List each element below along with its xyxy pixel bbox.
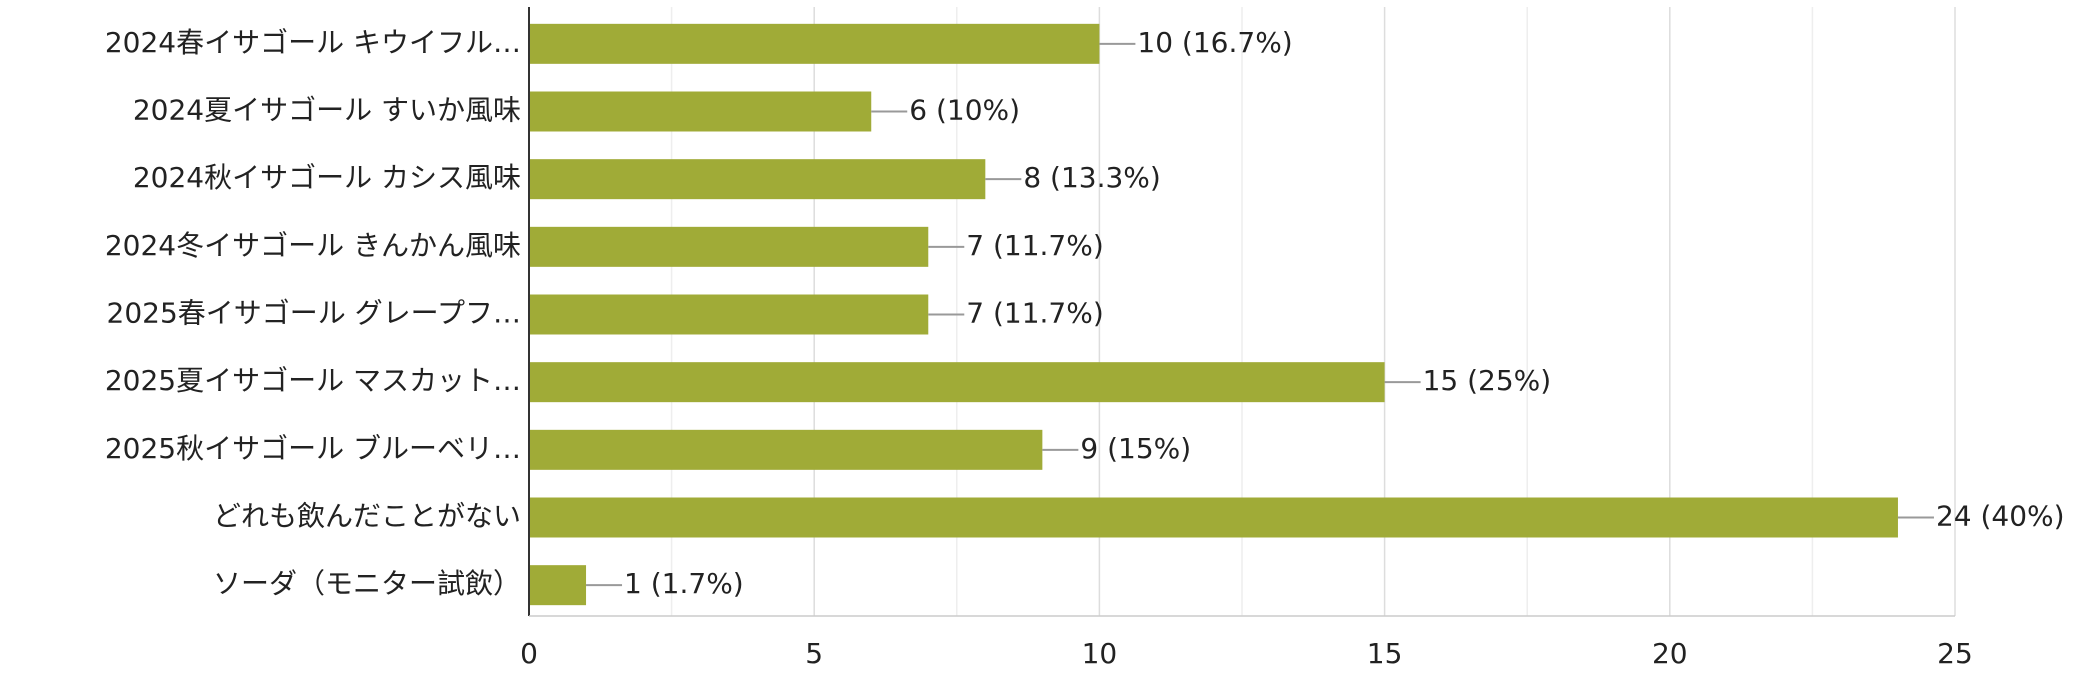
- y-tick-label: 2025春イサゴール グレープフ…: [107, 297, 521, 330]
- y-tick-label: 2024春イサゴール キウイフル…: [105, 26, 521, 59]
- bar: [529, 429, 1043, 470]
- y-tick-label: 2024秋イサゴール カシス風味: [133, 161, 521, 194]
- bar: [529, 294, 929, 335]
- y-tick-label: どれも飲んだことがない: [213, 500, 521, 533]
- value-label: 1 (1.7%): [624, 567, 744, 600]
- x-tick-label: 15: [1367, 637, 1403, 670]
- x-tick-label: 20: [1652, 637, 1688, 670]
- bar: [529, 565, 587, 606]
- x-tick-label: 5: [805, 637, 823, 670]
- bar: [529, 226, 929, 267]
- value-label: 24 (40%): [1936, 500, 2065, 533]
- bar: [529, 159, 986, 200]
- bar: [529, 362, 1385, 403]
- value-label: 8 (13.3%): [1023, 161, 1161, 194]
- x-tick-label: 10: [1082, 637, 1118, 670]
- value-label: 15 (25%): [1423, 364, 1552, 397]
- value-label: 7 (11.7%): [966, 229, 1104, 262]
- x-tick-label: 0: [520, 637, 538, 670]
- bar: [529, 497, 1898, 538]
- value-label: 9 (15%): [1080, 432, 1191, 465]
- bar: [529, 91, 872, 132]
- bar: [529, 23, 1100, 64]
- value-label: 7 (11.7%): [966, 297, 1104, 330]
- x-tick-label: 25: [1937, 637, 1973, 670]
- y-tick-label: 2024夏イサゴール すいか風味: [133, 94, 521, 127]
- y-tick-label: ソーダ（モニター試飲）: [213, 567, 521, 600]
- y-tick-label: 2025夏イサゴール マスカット…: [105, 364, 521, 397]
- y-tick-label: 2024冬イサゴール きんかん風味: [105, 229, 521, 262]
- y-tick-label: 2025秋イサゴール ブルーベリ…: [105, 432, 521, 465]
- value-label: 10 (16.7%): [1137, 26, 1292, 59]
- value-label: 6 (10%): [909, 94, 1020, 127]
